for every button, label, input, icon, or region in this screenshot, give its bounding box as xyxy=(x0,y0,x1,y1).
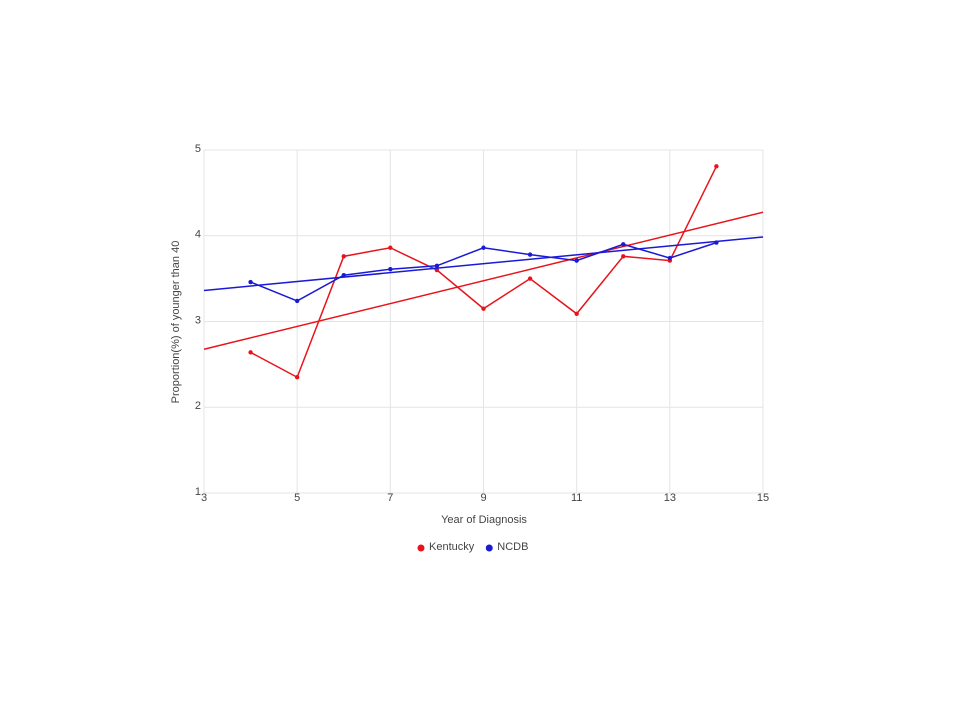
data-point xyxy=(574,311,579,316)
legend-label: NCDB xyxy=(497,541,528,553)
x-axis-title: Year of Diagnosis xyxy=(441,514,527,526)
data-point xyxy=(341,254,346,259)
y-tick-label: 1 xyxy=(195,486,201,498)
data-point xyxy=(294,375,300,380)
x-tick-label: 13 xyxy=(664,492,676,504)
data-point xyxy=(248,279,253,285)
trendline xyxy=(203,211,764,350)
data-point xyxy=(574,258,579,263)
data-point xyxy=(481,306,486,311)
x-tick-label: 15 xyxy=(757,492,769,504)
trendline xyxy=(203,236,764,292)
x-tick-label: 3 xyxy=(201,492,207,504)
data-point xyxy=(621,254,626,259)
y-tick-label: 4 xyxy=(195,229,201,241)
data-point xyxy=(341,272,346,278)
data-point xyxy=(248,350,253,355)
y-tick-label: 5 xyxy=(195,143,201,155)
data-point xyxy=(388,266,393,272)
x-tick-label: 11 xyxy=(571,492,582,504)
data-point xyxy=(621,242,626,247)
x-tick-label: 7 xyxy=(387,492,393,504)
legend-label: Kentucky xyxy=(429,541,475,553)
data-point xyxy=(527,276,533,281)
data-point xyxy=(527,252,533,257)
data-point xyxy=(388,245,393,250)
data-point xyxy=(714,240,719,245)
data-point xyxy=(294,298,300,304)
data-point xyxy=(434,263,440,268)
data-point xyxy=(667,255,673,261)
legend-marker xyxy=(485,544,493,552)
data-point xyxy=(481,245,486,250)
y-tick-label: 2 xyxy=(195,400,201,412)
data-point xyxy=(714,164,719,169)
x-tick-label: 5 xyxy=(294,492,300,504)
x-tick-label: 9 xyxy=(480,492,486,504)
legend-marker xyxy=(417,544,425,552)
y-tick-label: 3 xyxy=(195,314,201,326)
y-axis-title: Proportion(%) of younger than 40 xyxy=(170,241,182,404)
